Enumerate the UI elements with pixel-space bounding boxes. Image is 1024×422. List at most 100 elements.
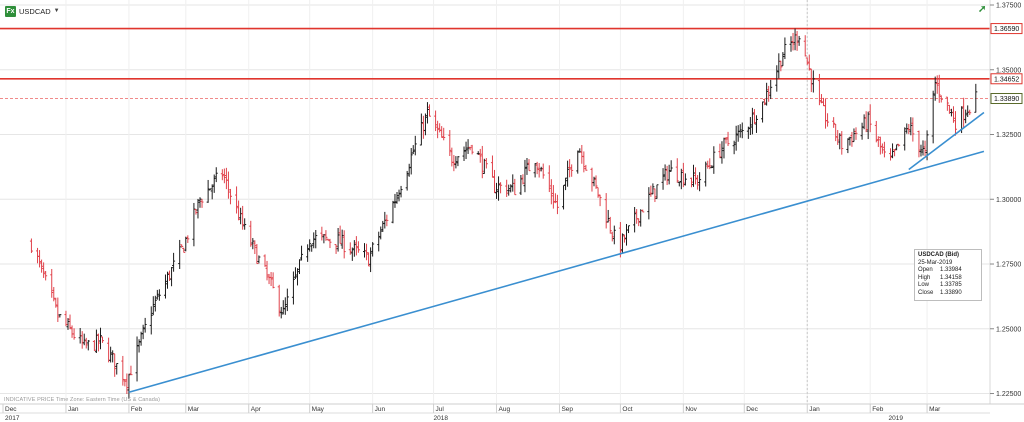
ohlc-bar — [876, 136, 880, 147]
ohlc-bar — [505, 179, 509, 197]
ohlc-bar — [775, 65, 779, 92]
ohlc-bar — [291, 271, 295, 305]
ohlc-bar — [622, 234, 626, 243]
ohlc-bar — [121, 355, 125, 386]
ohlc-bar — [754, 115, 758, 133]
ohlc-bar — [411, 145, 415, 155]
x-axis: Dec Jan Feb Mar Apr May Jun Jul Aug Sep Oct Nov Dec J… — [0, 403, 1024, 422]
y-tick-label: 1.25000 — [996, 326, 1021, 333]
y-tick-label: 1.32500 — [996, 132, 1021, 139]
ohlc-bar — [509, 184, 513, 193]
ohlc-bar — [882, 141, 886, 158]
ohlc-bar — [367, 252, 371, 267]
ohlc-bar — [848, 136, 852, 146]
ohlc-bar — [746, 126, 750, 139]
tooltip-high-row: High 1.34158 — [918, 275, 978, 283]
ohlc-bar — [338, 225, 342, 244]
ohlc-bar — [393, 193, 397, 208]
ohlc-bar — [68, 314, 72, 330]
caret-down-icon[interactable]: ▼ — [53, 8, 60, 14]
ohlc-bar — [423, 113, 427, 136]
ohlc-bar — [141, 324, 145, 340]
level-label-box: 1.34652 — [990, 73, 1023, 85]
ohlc-bar — [442, 127, 446, 141]
ohlc-bar — [149, 306, 153, 335]
ohlc-bar — [44, 270, 48, 281]
ohlc-bar — [172, 252, 176, 272]
ohlc-bar — [263, 254, 267, 267]
ohlc-bar — [919, 144, 923, 157]
ohlc-bar — [832, 117, 836, 128]
tooltip-low-label: Low — [918, 282, 930, 289]
ohlc-bar — [214, 167, 218, 183]
ohlc-bar — [285, 288, 289, 312]
tooltip-open-row: Open 1.33984 — [918, 267, 978, 275]
ohlc-bar — [931, 90, 935, 144]
trendline[interactable] — [128, 150, 985, 393]
ohlc-bar — [933, 76, 937, 101]
level-label: 1.36590 — [994, 26, 1019, 33]
expand-arrow-icon[interactable]: ➚ — [978, 4, 987, 15]
ohlc-bar — [129, 365, 133, 376]
ohlc-bar — [395, 192, 399, 204]
ohlc-bar — [724, 137, 728, 144]
ohlc-bar — [293, 267, 297, 279]
ohlc-bar — [889, 148, 893, 161]
ohlc-bar — [42, 262, 46, 278]
ohlc-bar — [592, 176, 596, 187]
ohlc-bar — [923, 140, 927, 156]
ohlc-bar — [206, 179, 210, 203]
ohlc-bar — [939, 95, 943, 103]
ohlc-bar — [255, 243, 259, 265]
ohlc-bar — [352, 240, 356, 257]
ohlc-bar — [897, 143, 901, 147]
ohlc-bar — [706, 160, 710, 169]
ohlc-bar — [38, 250, 42, 268]
ohlc-bar — [253, 240, 257, 255]
ohlc-bar — [125, 373, 129, 395]
ohlc-bar — [694, 167, 698, 185]
ohlc-bar — [84, 337, 88, 349]
symbol-toolbar[interactable]: Fx USDCAD ▼ — [5, 4, 60, 18]
ohlc-bar — [846, 138, 850, 154]
ohlc-bar — [101, 336, 105, 343]
ohlc-bar — [519, 174, 523, 195]
ohlc-bar — [336, 227, 340, 252]
ohlc-bar — [54, 297, 58, 308]
ohlc-bar — [300, 245, 304, 261]
ohlc-bar — [82, 333, 86, 346]
ohlc-bar — [143, 317, 147, 333]
ohlc-bars — [29, 28, 978, 399]
symbol-label[interactable]: USDCAD — [19, 6, 51, 16]
ohlc-bar — [454, 156, 458, 169]
ohlc-bar — [243, 218, 247, 230]
ohlc-bar — [683, 173, 687, 186]
level-label-box: 1.36590 — [990, 23, 1023, 35]
ohlc-bar — [298, 259, 302, 275]
ohlc-bar — [541, 163, 545, 179]
tooltip-close-row: Close 1.33890 — [918, 290, 978, 298]
ohlc-bar — [549, 179, 553, 205]
tooltip-open-label: Open — [918, 267, 933, 274]
ohlc-bar — [781, 52, 785, 67]
ohlc-bar — [340, 229, 344, 249]
ohlc-bar — [235, 186, 239, 214]
ohlc-bar — [151, 296, 155, 316]
ohlc-bar — [633, 207, 637, 233]
ohlc-bar — [535, 161, 539, 175]
ohlc-bar — [50, 268, 54, 298]
ohlc-bar — [791, 32, 795, 51]
ohlc-bar — [52, 287, 56, 302]
tooltip-open-value: 1.33984 — [940, 267, 962, 274]
watermark: INDICATIVE PRICE Time Zone: Eastern Time… — [4, 397, 160, 403]
x-tick-label: Oct — [622, 406, 632, 413]
ohlc-bar — [153, 295, 157, 312]
ohlc-bar — [155, 289, 159, 300]
y-tick-label: 1.35000 — [996, 67, 1021, 74]
ohlc-bar — [295, 268, 299, 286]
ohlc-bar — [226, 171, 230, 199]
ohlc-bar — [704, 161, 708, 187]
trendline[interactable] — [908, 111, 985, 171]
